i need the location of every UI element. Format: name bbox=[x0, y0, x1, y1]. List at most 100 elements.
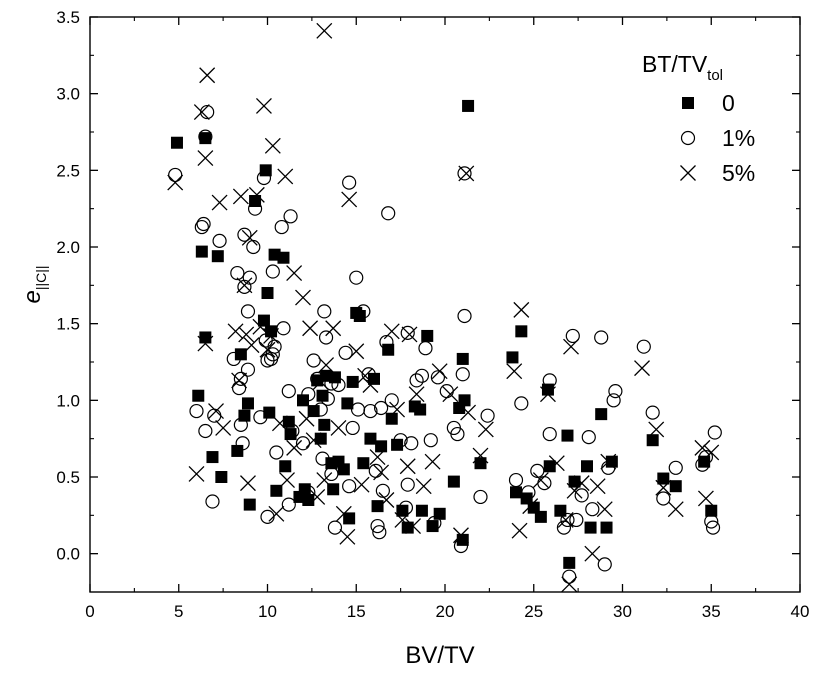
data-point bbox=[346, 375, 359, 388]
data-point bbox=[324, 466, 339, 482]
data-point bbox=[234, 348, 247, 361]
data-point bbox=[342, 479, 357, 494]
data-point bbox=[188, 465, 205, 482]
data-point bbox=[227, 323, 244, 340]
data-point bbox=[317, 304, 332, 319]
data-point bbox=[398, 500, 414, 515]
data-point bbox=[357, 457, 370, 470]
data-point bbox=[199, 67, 216, 84]
data-point bbox=[276, 321, 291, 336]
data-point bbox=[240, 362, 256, 377]
y-tick-label: 3.5 bbox=[56, 8, 80, 27]
data-point bbox=[506, 351, 519, 364]
y-axis-title: e||C|| bbox=[19, 265, 49, 303]
data-point bbox=[211, 194, 228, 211]
data-point bbox=[200, 104, 215, 120]
data-point bbox=[645, 405, 660, 420]
data-point bbox=[301, 485, 316, 500]
data-point bbox=[404, 436, 419, 451]
data-point bbox=[375, 440, 388, 453]
data-point bbox=[695, 457, 710, 472]
data-point bbox=[199, 331, 212, 344]
data-point bbox=[374, 400, 389, 416]
data-point bbox=[341, 397, 354, 410]
x-tick-label: 30 bbox=[613, 602, 632, 621]
data-point bbox=[634, 360, 650, 377]
data-point bbox=[542, 373, 557, 388]
data-point bbox=[563, 338, 579, 355]
data-point bbox=[325, 320, 342, 337]
data-point bbox=[281, 497, 296, 512]
data-point bbox=[265, 264, 280, 279]
data-point bbox=[207, 408, 222, 423]
data-point bbox=[530, 463, 545, 478]
data-point bbox=[511, 522, 528, 539]
data-point bbox=[458, 165, 475, 182]
data-point bbox=[656, 491, 671, 506]
data-point bbox=[703, 444, 720, 461]
data-point bbox=[442, 386, 459, 403]
data-point bbox=[399, 458, 416, 475]
data-point bbox=[283, 209, 298, 224]
data-point bbox=[324, 376, 339, 391]
data-point bbox=[306, 353, 321, 368]
data-point bbox=[574, 488, 589, 503]
data-point bbox=[318, 418, 331, 431]
data-point bbox=[584, 521, 597, 534]
data-point bbox=[585, 502, 600, 517]
data-point bbox=[206, 451, 219, 464]
data-point bbox=[415, 478, 432, 495]
data-point bbox=[510, 486, 522, 499]
data-point bbox=[705, 520, 721, 535]
data-point bbox=[596, 501, 613, 518]
data-point bbox=[456, 352, 469, 365]
data-point bbox=[383, 323, 400, 340]
data-point bbox=[415, 504, 428, 517]
data-point bbox=[286, 439, 303, 456]
series-1 bbox=[168, 104, 722, 584]
data-point bbox=[655, 479, 672, 496]
y-tick-label: 0.0 bbox=[56, 545, 80, 564]
data-point bbox=[256, 170, 272, 186]
legend-label: 1% bbox=[722, 125, 755, 151]
data-point bbox=[480, 408, 495, 423]
data-point bbox=[341, 191, 358, 208]
data-point bbox=[274, 219, 289, 235]
data-point bbox=[252, 318, 269, 335]
data-point bbox=[240, 304, 256, 319]
data-point bbox=[264, 137, 281, 154]
data-point bbox=[315, 451, 330, 466]
data-point bbox=[421, 329, 434, 342]
data-point bbox=[657, 472, 670, 485]
data-point bbox=[248, 186, 265, 203]
data-point bbox=[312, 373, 329, 390]
data-point bbox=[394, 511, 411, 528]
data-point bbox=[589, 478, 606, 495]
data-point bbox=[597, 557, 612, 572]
data-point bbox=[594, 330, 609, 345]
data-point bbox=[226, 351, 241, 367]
data-point bbox=[433, 507, 446, 520]
y-tick-label: 2.0 bbox=[56, 238, 80, 257]
data-point bbox=[385, 412, 398, 425]
data-point bbox=[268, 505, 285, 522]
data-point bbox=[263, 327, 280, 344]
data-point bbox=[277, 251, 290, 264]
data-point bbox=[208, 403, 224, 420]
data-point bbox=[393, 433, 408, 448]
data-point bbox=[327, 520, 343, 535]
data-point bbox=[584, 545, 601, 562]
data-point bbox=[196, 216, 211, 232]
data-point bbox=[241, 229, 258, 246]
data-point bbox=[316, 22, 333, 39]
data-point bbox=[460, 404, 477, 421]
data-point bbox=[277, 168, 294, 185]
data-point bbox=[375, 483, 390, 498]
data-point bbox=[243, 337, 260, 354]
data-point bbox=[389, 401, 406, 418]
data-point bbox=[238, 326, 255, 343]
data-point bbox=[215, 471, 228, 483]
data-point bbox=[309, 488, 326, 505]
data-point bbox=[581, 430, 596, 445]
